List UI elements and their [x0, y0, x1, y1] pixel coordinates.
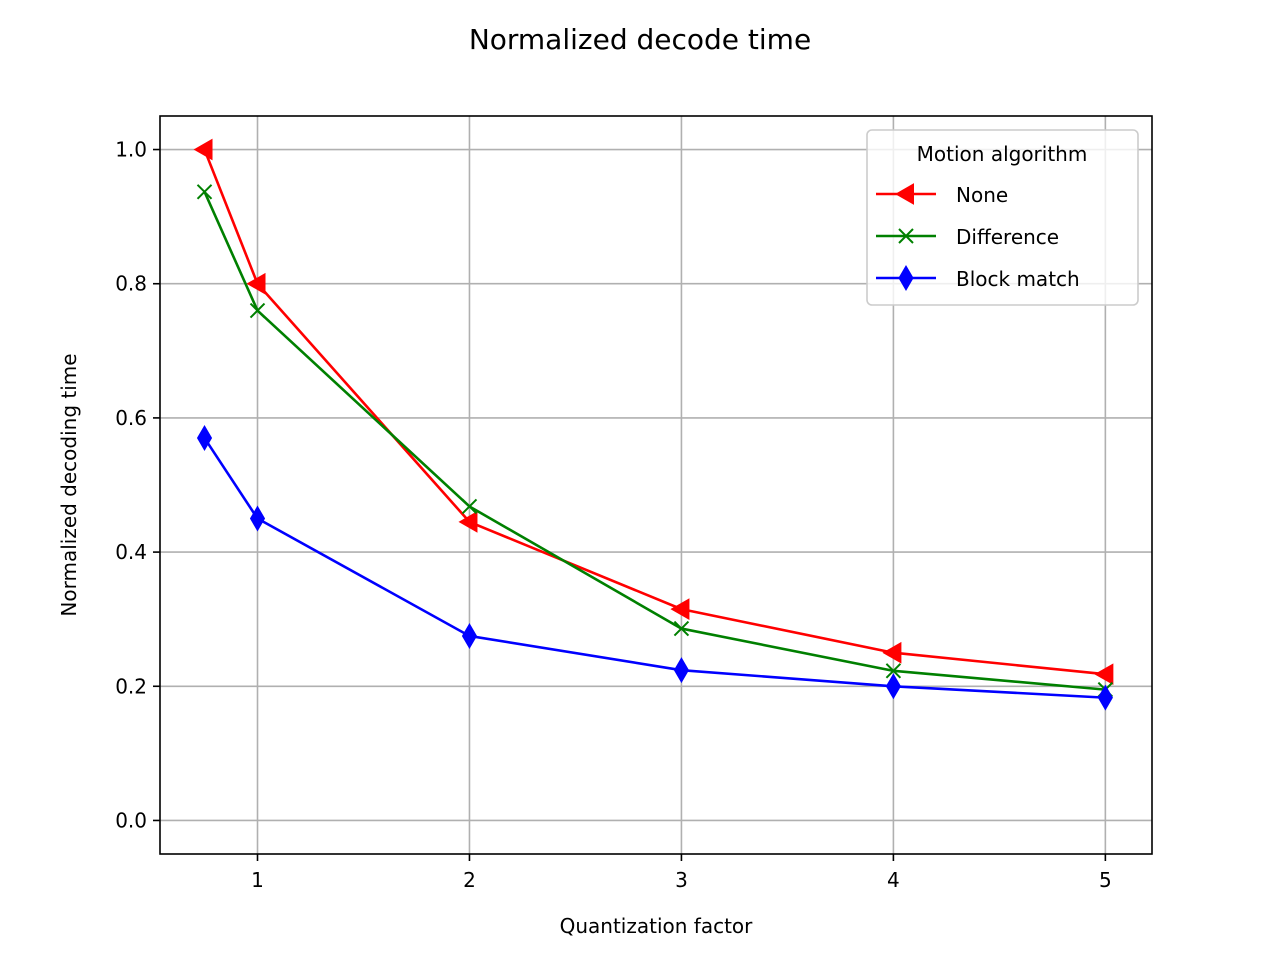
legend-entry-none: None: [876, 183, 1008, 207]
x-tick-label: 4: [887, 868, 900, 892]
legend-box: [866, 129, 1139, 306]
data-point-difference: [196, 184, 213, 200]
y-axis-label: Normalized decoding time: [57, 353, 81, 616]
data-point-block-match: [673, 657, 690, 684]
legend-entry-block-match: Block match: [876, 265, 1080, 291]
data-point-none: [458, 511, 478, 533]
y-tick-label: 0.4: [115, 540, 147, 564]
series-none: [193, 138, 1114, 686]
data-point-block-match: [885, 673, 901, 700]
data-point-block-match: [249, 505, 266, 532]
chart-title: Normalized decode time: [469, 23, 811, 56]
data-point-none: [882, 641, 902, 664]
legend-title: Motion algorithm: [917, 142, 1088, 166]
x-tick-label: 3: [675, 868, 688, 892]
series-line-block-match: [202, 436, 1107, 700]
data-point-difference: [673, 620, 690, 637]
legend-label-difference: Difference: [956, 225, 1059, 249]
data-point-none: [193, 138, 213, 161]
data-point-block-match: [196, 425, 213, 452]
data-series: [193, 138, 1114, 711]
plot-area-frame: [159, 115, 1153, 855]
data-point-difference: [885, 663, 902, 679]
data-point-none: [1094, 663, 1114, 686]
data-point-difference: [461, 498, 478, 515]
series-block-match: [196, 425, 1113, 711]
series-line-difference: [202, 190, 1107, 692]
y-tick-label: 0.0: [115, 808, 147, 832]
legend-label-none: None: [956, 183, 1008, 207]
series-line-none: [202, 147, 1107, 676]
series-difference: [196, 184, 1114, 698]
y-tick-label: 0.8: [115, 272, 147, 296]
y-tick-label: 1.0: [115, 138, 147, 162]
data-point-block-match: [461, 622, 478, 649]
x-tick-label: 5: [1099, 868, 1112, 892]
data-point-difference: [249, 302, 266, 319]
x-tick-label: 2: [463, 868, 476, 892]
data-point-none: [670, 598, 690, 620]
data-point-none: [246, 272, 266, 295]
legend: Motion algorithm None Difference Block mat…: [866, 129, 1139, 306]
legend-marker-block-match: [898, 265, 914, 291]
x-axis-label: Quantization factor: [560, 914, 754, 938]
y-tick-label: 0.6: [115, 406, 147, 430]
data-point-block-match: [1097, 684, 1113, 711]
legend-marker-difference: [898, 228, 914, 244]
x-tick-label: 1: [251, 868, 264, 892]
legend-label-block-match: Block match: [956, 267, 1080, 291]
legend-marker-none: [894, 183, 914, 205]
axes: 1 2 3 4 5 0.0 0.2 0.4 0.6 0.8 1.0: [115, 138, 1112, 892]
y-tick-label: 0.2: [115, 674, 147, 698]
legend-entry-difference: Difference: [876, 225, 1059, 249]
